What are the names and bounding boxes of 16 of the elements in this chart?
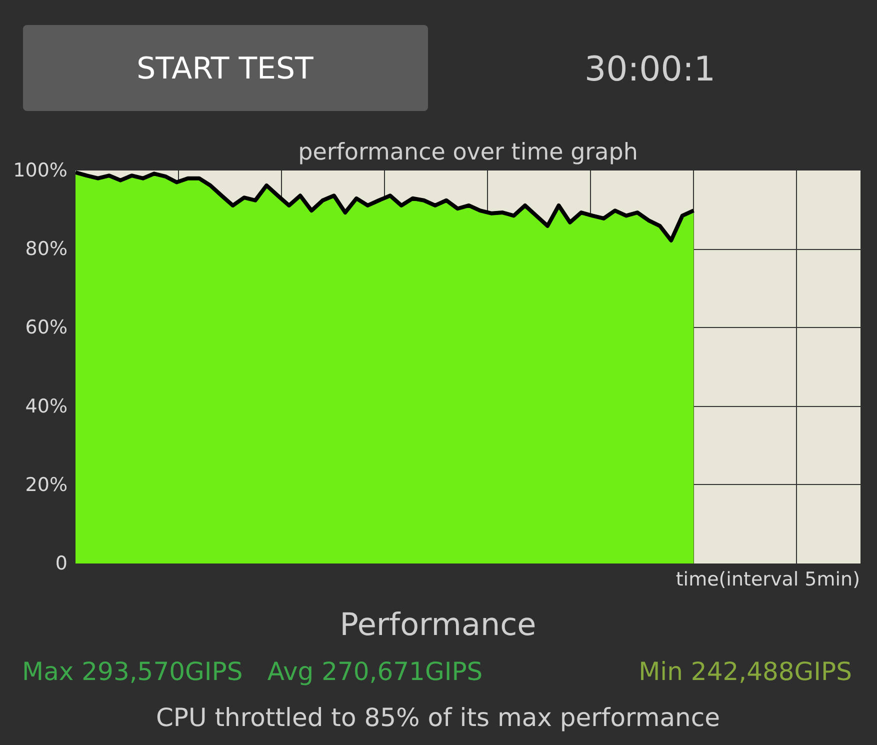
- y-tick-label: 60%: [25, 316, 68, 339]
- text: Max 293,570GIPS: [22, 656, 243, 688]
- text: Performance: [340, 606, 536, 645]
- y-tick-label: 0: [55, 552, 68, 574]
- y-tick-label: 40%: [25, 395, 68, 418]
- text: Avg 270,671GIPS: [267, 656, 483, 688]
- text: START TEST: [136, 50, 314, 89]
- line-series: [76, 170, 696, 242]
- text: CPU throttled to 85% of its max performance: [156, 702, 720, 734]
- chart-title: performance over time graph: [298, 140, 638, 166]
- x-axis-title: time(interval 5min): [676, 567, 860, 592]
- y-tick-label: 20%: [25, 474, 68, 496]
- y-tick-label: 80%: [25, 238, 68, 260]
- text: 30:00:1: [584, 48, 716, 92]
- text: Min 242,488GIPS: [638, 656, 852, 688]
- y-tick-label: 100%: [13, 160, 68, 182]
